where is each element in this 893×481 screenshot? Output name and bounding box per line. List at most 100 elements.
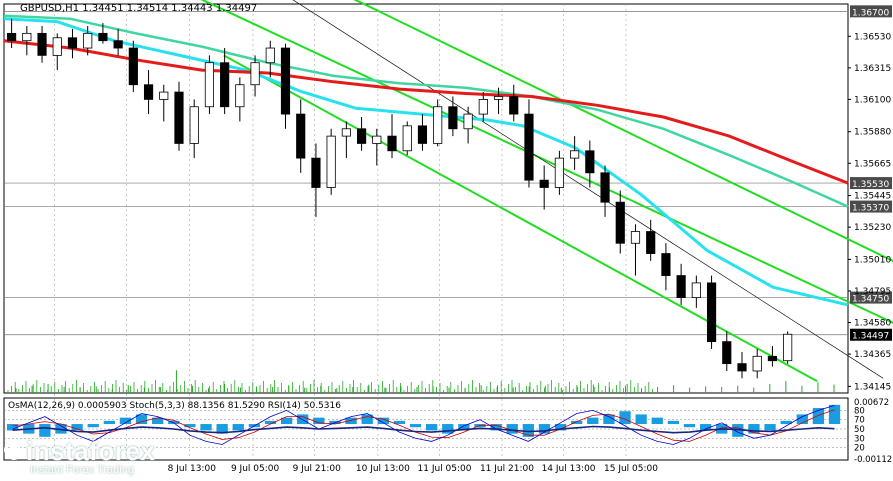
level-label-bg <box>850 177 892 190</box>
candle-body <box>737 363 747 372</box>
candle-body <box>585 150 595 174</box>
osma-bar <box>345 417 357 425</box>
trend-line <box>292 0 884 379</box>
osma-bar <box>796 414 808 425</box>
stoch-signal-line <box>12 409 835 442</box>
osma-bar <box>184 424 196 428</box>
osma-bar <box>458 424 470 431</box>
candle-body <box>326 135 336 188</box>
osma-bar <box>216 424 228 434</box>
osma-bar <box>119 417 132 425</box>
osma-bar <box>812 408 825 425</box>
channel-line <box>223 54 818 383</box>
ema-cyan-line <box>3 17 849 307</box>
candle-body <box>113 40 123 49</box>
candle-body <box>706 282 717 343</box>
candle-body <box>600 172 610 203</box>
oscillator-tick-label: 30 <box>854 434 865 444</box>
osma-bar <box>603 414 615 425</box>
chart-title: GBPUSD,H1 1.34451 1.34514 1.34443 1.3449… <box>20 3 257 14</box>
candle-body <box>676 275 686 298</box>
osma-bar <box>732 424 744 437</box>
osma-bar <box>635 414 647 425</box>
osma-bar <box>667 420 680 425</box>
osma-bar <box>619 411 631 425</box>
candle-body <box>387 135 397 152</box>
candle-body <box>296 113 306 159</box>
osma-bar <box>764 424 776 431</box>
candle-body <box>189 106 199 144</box>
rsi-line <box>12 425 835 434</box>
osma-bar <box>506 424 518 434</box>
osma-bar <box>361 414 373 425</box>
osma-bar <box>426 424 438 431</box>
time-tick-label: 8 Jul 13:00 <box>168 464 217 474</box>
candle-body <box>7 32 17 42</box>
level-label: 1.34497 <box>852 332 889 342</box>
level-label: 1.35530 <box>852 180 889 190</box>
price-tick-label: 1.36530 <box>854 32 891 42</box>
price-axis: 1.35530 1.35370 1.34750 1.34497 1.36700 1.365… <box>848 5 892 465</box>
candle-body <box>265 47 275 64</box>
osma-bar <box>7 424 19 431</box>
time-tick-label: 14 Jul 13:00 <box>542 464 596 474</box>
moving-averages <box>3 14 849 307</box>
time-tick-label: 9 Jul 05:00 <box>231 464 280 474</box>
osma-bar <box>571 420 583 425</box>
candle-body <box>509 96 519 115</box>
candle-body <box>661 253 671 276</box>
candle-body <box>250 62 260 86</box>
ema-green-line <box>3 14 849 208</box>
osma-bar <box>748 424 760 434</box>
osma-bar <box>87 424 99 428</box>
osma-bar <box>103 420 115 425</box>
osma-bar <box>699 424 712 431</box>
osma-bar <box>683 424 696 428</box>
time-tick-label: 15 Jul 05:00 <box>604 464 658 474</box>
osma-bar <box>651 417 663 425</box>
price-tick-label: 1.34795 <box>854 287 891 297</box>
channel-line <box>200 0 893 324</box>
oscillator-tick-label: 20 <box>854 444 865 454</box>
level-label-bg <box>850 291 892 304</box>
candle-body <box>463 113 473 130</box>
osma-bar <box>554 424 567 431</box>
candle-body <box>767 355 778 362</box>
candle-body <box>356 128 367 144</box>
candle-body <box>37 32 47 56</box>
candle-body <box>539 179 549 188</box>
oscillator-tick-label: 50 <box>854 425 865 435</box>
price-tick-label: 1.35230 <box>854 223 891 233</box>
time-tick-label: 10 Jul 13:00 <box>356 464 410 474</box>
osma-bar <box>780 420 792 425</box>
candle-body <box>554 157 564 188</box>
osma-bar <box>377 417 389 425</box>
candle-body <box>220 62 230 108</box>
candle-body <box>646 231 656 254</box>
osma-bar <box>232 424 244 431</box>
osma-bar <box>264 420 277 425</box>
oscillator-tick-label: 70 <box>854 416 865 426</box>
watermark-brand: instaforex <box>26 436 156 466</box>
candle-body <box>372 135 382 144</box>
candle-body <box>143 84 154 100</box>
osma-bar <box>313 417 325 425</box>
candle-body <box>98 32 108 42</box>
candle-body <box>280 47 291 115</box>
osma-bar <box>442 424 454 434</box>
candle-body <box>691 282 701 298</box>
osma-bar <box>409 424 422 428</box>
osma-bar <box>71 424 83 431</box>
level-label-bg <box>850 200 892 213</box>
candle-body <box>22 32 32 42</box>
osma-bar <box>135 414 148 425</box>
level-label-bg <box>850 5 892 18</box>
channel-line <box>353 0 893 263</box>
price-tick-label: 1.34580 <box>854 319 891 329</box>
osma-bar <box>522 424 534 437</box>
candle-body <box>722 341 732 365</box>
osma-bar <box>490 424 502 431</box>
level-label: 1.36700 <box>852 8 889 18</box>
oscillator-title: OsMA(12,26,9) 0.0005903 Stoch(5,3,3) 88.… <box>8 401 341 411</box>
